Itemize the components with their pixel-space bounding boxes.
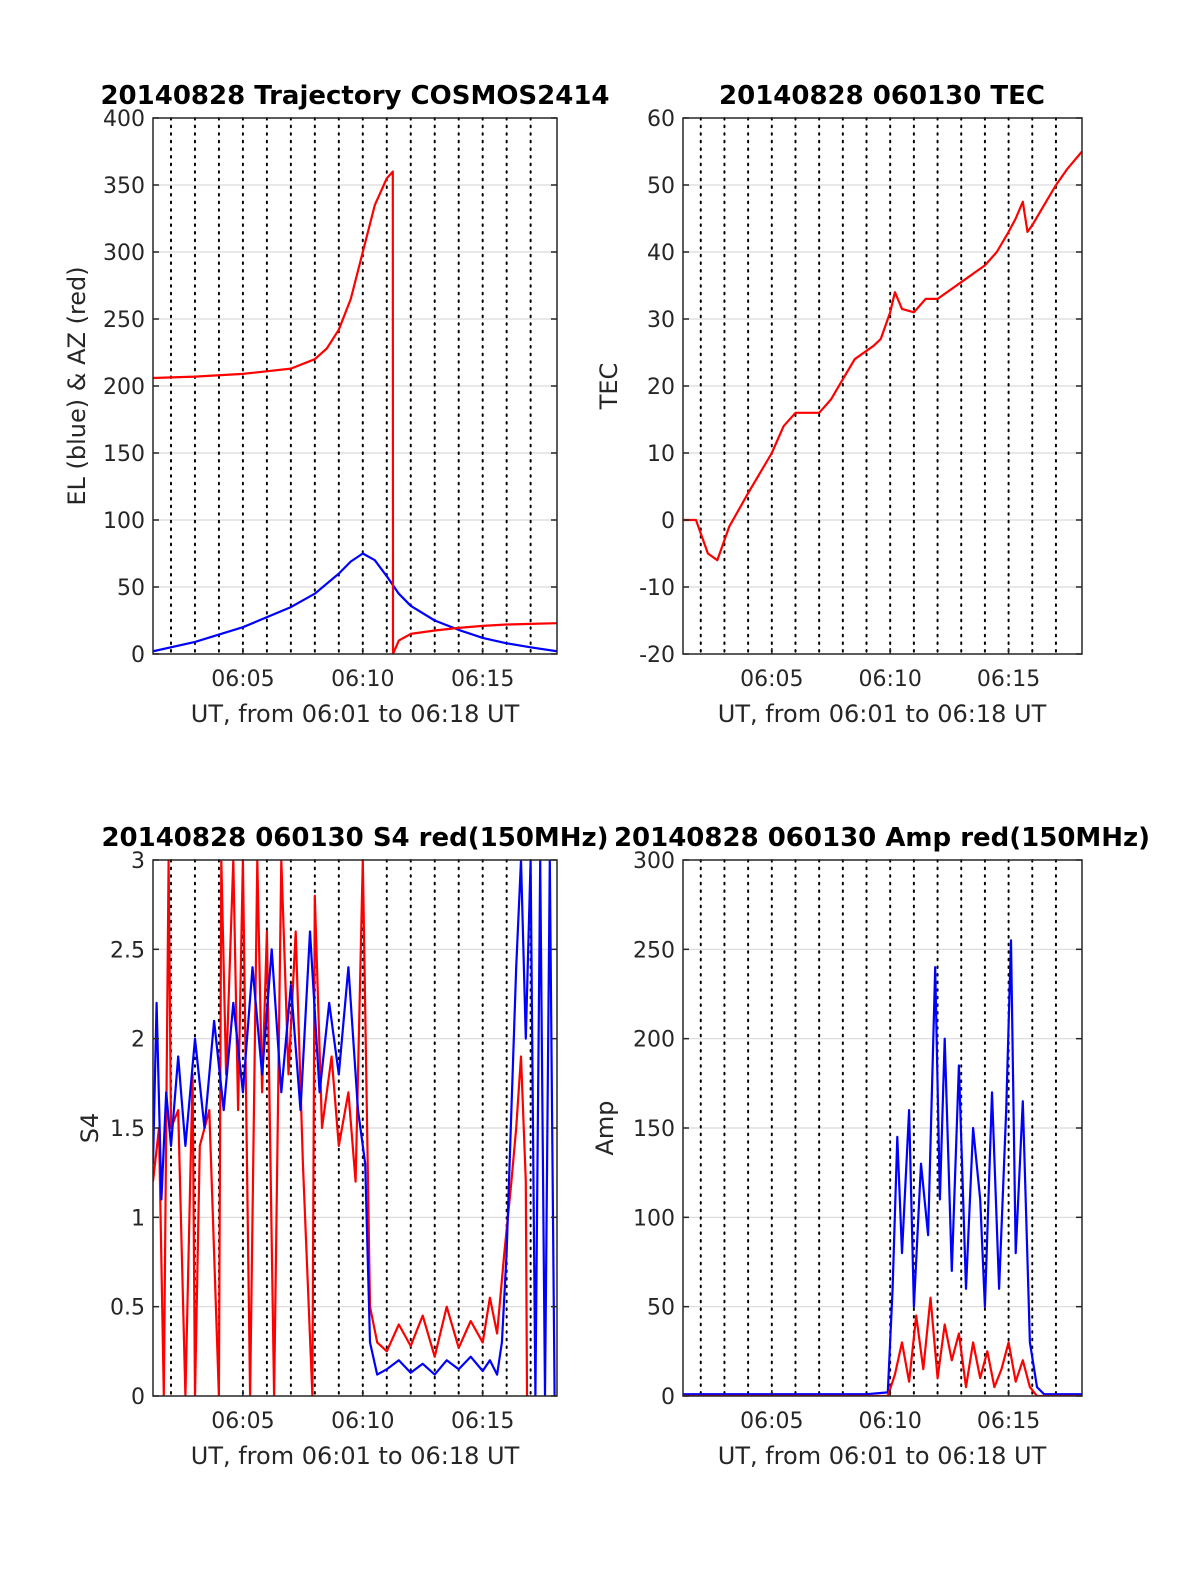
y-tick-label: 150: [633, 1117, 675, 1142]
y-tick-label: 200: [103, 375, 145, 400]
amp-x-axis-label: UT, from 06:01 to 06:18 UT: [718, 1442, 1047, 1470]
y-tick-label: 400: [103, 107, 145, 132]
tec-x-axis-label: UT, from 06:01 to 06:18 UT: [718, 700, 1047, 728]
y-tick-label: 2.5: [110, 938, 145, 963]
y-tick-label: 350: [103, 174, 145, 199]
x-tick-label: 06:15: [451, 1409, 514, 1434]
y-tick-label: 250: [103, 308, 145, 333]
y-tick-label: 1: [131, 1206, 145, 1231]
amp-y-axis-label: Amp: [591, 1100, 619, 1155]
amp-series-0-line: [683, 939, 1082, 1396]
amp-title: 20140828 060130 Amp red(150MHz): [614, 823, 1150, 853]
y-tick-label: 30: [647, 308, 675, 333]
trajectory-series-0-line: [153, 552, 557, 653]
x-tick-label: 06:10: [858, 1409, 921, 1434]
amp-series-1-line: [683, 1296, 1082, 1396]
y-tick-label: 200: [633, 1028, 675, 1053]
y-tick-label: 0: [131, 643, 145, 668]
amp-panel: UT, from 06:01 to 06:18 UT Amp 0 50 100 150…: [591, 823, 1150, 1470]
x-tick-label: 06:15: [451, 667, 514, 692]
x-tick-label: 06:15: [977, 667, 1040, 692]
s4-title: 20140828 060130 S4 red(150MHz): [101, 823, 608, 853]
y-tick-label: 0: [661, 509, 675, 534]
y-tick-label: 100: [633, 1206, 675, 1231]
y-tick-label: -20: [639, 643, 675, 668]
x-tick-label: 06:10: [331, 1409, 394, 1434]
y-tick-label: 60: [647, 107, 675, 132]
x-tick-label: 06:05: [211, 667, 274, 692]
y-tick-label: -10: [639, 576, 675, 601]
s4-x-axis-label: UT, from 06:01 to 06:18 UT: [191, 1442, 520, 1470]
y-tick-label: 250: [633, 938, 675, 963]
y-tick-label: 0.5: [110, 1296, 145, 1321]
y-tick-label: 50: [647, 174, 675, 199]
x-tick-label: 06:05: [740, 667, 803, 692]
y-tick-label: 300: [633, 849, 675, 874]
x-tick-label: 06:15: [977, 1409, 1040, 1434]
tec-series-0-line: [683, 150, 1082, 562]
y-tick-label: 40: [647, 241, 675, 266]
y-tick-label: 0: [131, 1385, 145, 1410]
tec-panel: UT, from 06:01 to 06:18 UT TEC -20 -10 0 10…: [595, 81, 1083, 728]
x-tick-label: 06:10: [331, 667, 394, 692]
s4-panel: UT, from 06:01 to 06:18 UT S4 0 0.5 1 1.5 2 2…: [76, 823, 609, 1470]
x-tick-label: 06:10: [858, 667, 921, 692]
s4-series-1-line: [153, 860, 556, 1396]
y-tick-label: 100: [103, 509, 145, 534]
y-tick-label: 0: [661, 1385, 675, 1410]
x-tick-label: 06:05: [211, 1409, 274, 1434]
y-tick-label: 300: [103, 241, 145, 266]
y-tick-label: 2: [131, 1028, 145, 1053]
y-tick-label: 50: [647, 1296, 675, 1321]
x-tick-label: 06:05: [740, 1409, 803, 1434]
trajectory-series-1-line: [153, 170, 557, 654]
s4-y-axis-label: S4: [76, 1113, 104, 1144]
s4-series-0-line: [153, 860, 529, 1396]
y-tick-label: 150: [103, 442, 145, 467]
y-tick-label: 10: [647, 442, 675, 467]
trajectory-title: 20140828 Trajectory COSMOS2414: [100, 81, 609, 111]
trajectory-y-axis-label: EL (blue) & AZ (red): [63, 266, 91, 505]
y-tick-label: 3: [131, 849, 145, 874]
y-tick-label: 20: [647, 375, 675, 400]
y-tick-label: 1.5: [110, 1117, 145, 1142]
y-tick-label: 50: [117, 576, 145, 601]
trajectory-panel: UT, from 06:01 to 06:18 UT EL (blue) & A…: [63, 81, 610, 728]
tec-title: 20140828 060130 TEC: [719, 81, 1045, 111]
tec-y-axis-label: TEC: [595, 363, 623, 411]
trajectory-x-axis-label: UT, from 06:01 to 06:18 UT: [191, 700, 520, 728]
